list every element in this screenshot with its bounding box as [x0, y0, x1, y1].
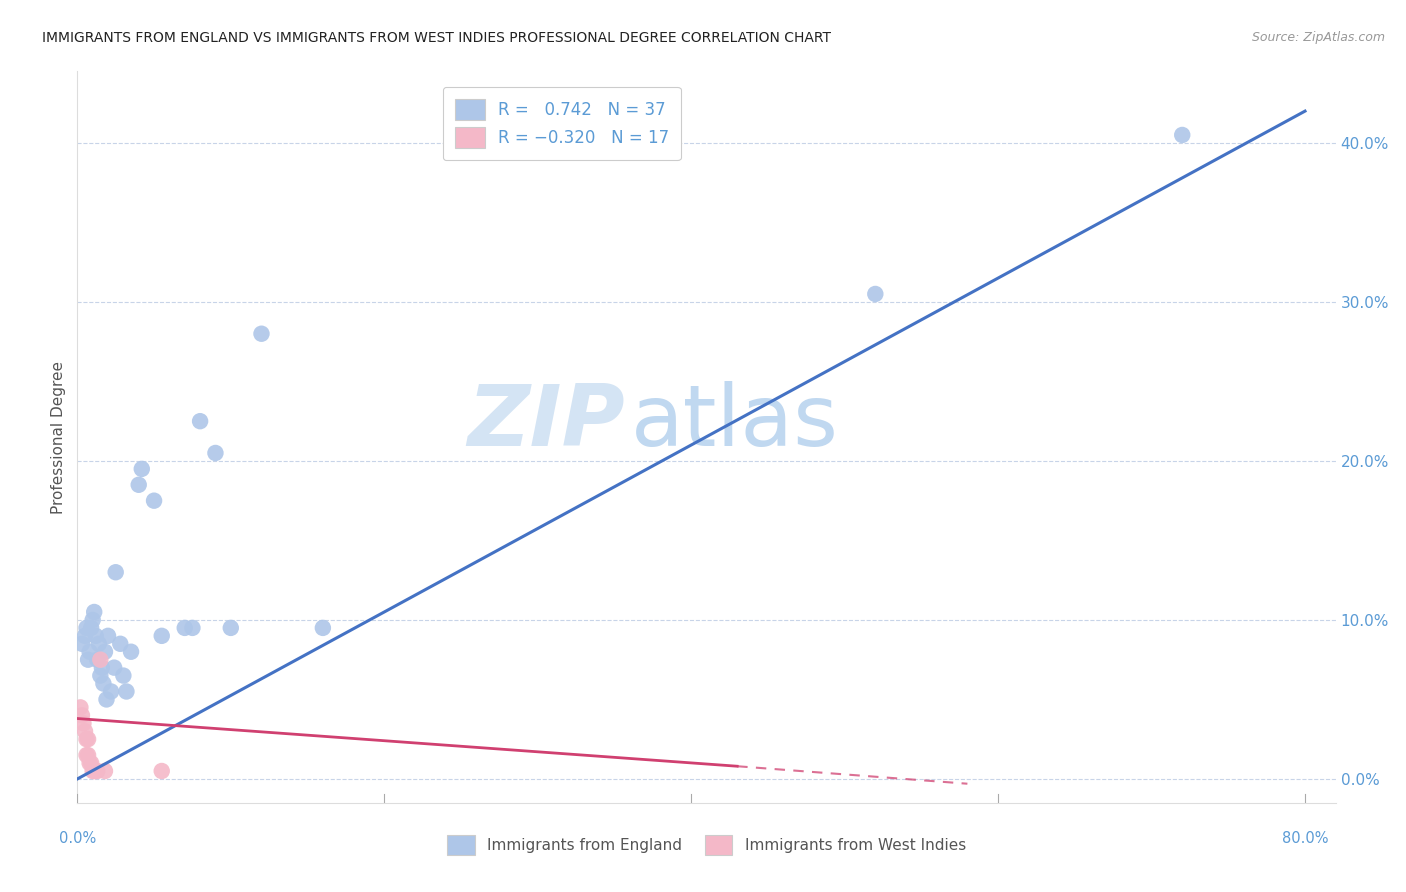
Text: IMMIGRANTS FROM ENGLAND VS IMMIGRANTS FROM WEST INDIES PROFESSIONAL DEGREE CORRE: IMMIGRANTS FROM ENGLAND VS IMMIGRANTS FR… — [42, 31, 831, 45]
Point — [112, 668, 135, 682]
Point — [77, 653, 100, 667]
Point — [90, 660, 112, 674]
Legend: Immigrants from England, Immigrants from West Indies: Immigrants from England, Immigrants from… — [441, 830, 972, 861]
Point — [69, 700, 91, 714]
Point — [77, 748, 100, 763]
Point — [188, 414, 211, 428]
Point — [1171, 128, 1194, 142]
Point — [110, 637, 132, 651]
Point — [73, 724, 96, 739]
Text: ZIP: ZIP — [467, 381, 624, 464]
Point — [82, 764, 104, 778]
Point — [84, 764, 107, 778]
Point — [312, 621, 335, 635]
Point — [82, 613, 104, 627]
Point — [72, 716, 94, 731]
Point — [86, 764, 108, 778]
Point — [96, 692, 118, 706]
Point — [70, 637, 93, 651]
Text: atlas: atlas — [631, 381, 839, 464]
Point — [128, 477, 150, 491]
Point — [131, 462, 153, 476]
Point — [89, 653, 111, 667]
Point — [97, 629, 120, 643]
Point — [181, 621, 204, 635]
Point — [73, 629, 96, 643]
Point — [79, 756, 101, 770]
Text: 0.0%: 0.0% — [59, 831, 96, 847]
Point — [76, 621, 98, 635]
Y-axis label: Professional Degree: Professional Degree — [51, 360, 66, 514]
Point — [83, 605, 105, 619]
Point — [80, 756, 103, 770]
Point — [100, 684, 122, 698]
Point — [143, 493, 166, 508]
Text: Source: ZipAtlas.com: Source: ZipAtlas.com — [1251, 31, 1385, 45]
Point — [70, 708, 93, 723]
Point — [250, 326, 273, 341]
Point — [219, 621, 242, 635]
Point — [150, 629, 173, 643]
Point — [89, 668, 111, 682]
Point — [104, 566, 127, 580]
Point — [83, 764, 105, 778]
Point — [204, 446, 226, 460]
Point — [94, 764, 117, 778]
Point — [173, 621, 195, 635]
Point — [94, 645, 117, 659]
Point — [115, 684, 138, 698]
Point — [76, 732, 98, 747]
Point — [93, 676, 115, 690]
Point — [80, 621, 103, 635]
Point — [865, 287, 887, 301]
Point — [120, 645, 142, 659]
Point — [87, 637, 110, 651]
Point — [79, 645, 101, 659]
Text: 80.0%: 80.0% — [1282, 831, 1329, 847]
Point — [76, 748, 98, 763]
Point — [103, 660, 125, 674]
Point — [84, 629, 107, 643]
Point — [150, 764, 173, 778]
Point — [86, 653, 108, 667]
Point — [77, 732, 100, 747]
